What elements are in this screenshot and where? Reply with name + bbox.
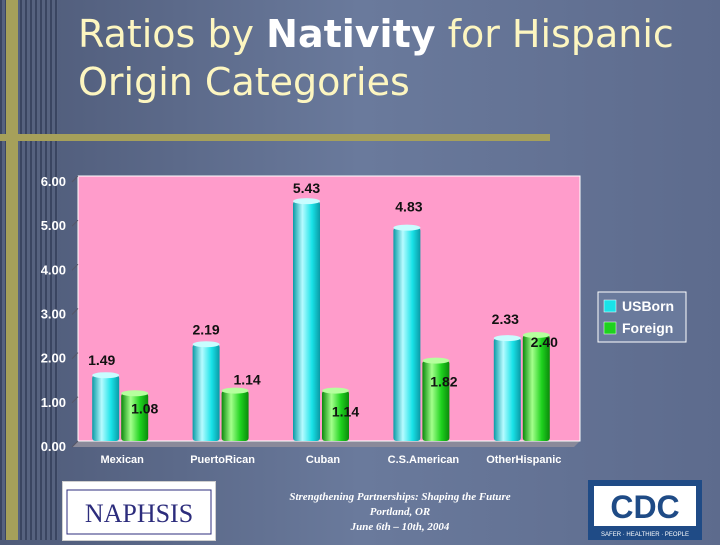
data-label-usborn: 2.19 <box>192 321 219 337</box>
title-bold: Nativity <box>266 12 436 56</box>
data-label-usborn: 2.33 <box>492 311 519 327</box>
footer-text: Strengthening Partnerships: Shaping the … <box>250 490 550 535</box>
cdc-logo-text: CDC <box>610 489 679 525</box>
data-label-foreign: 1.82 <box>430 374 457 390</box>
x-tick-label: OtherHispanic <box>486 454 561 466</box>
data-label-foreign: 2.40 <box>531 334 558 350</box>
x-tick-label: PuertoRican <box>190 454 255 466</box>
legend-label-foreign: Foreign <box>622 320 673 336</box>
bar-cap-usborn <box>92 372 120 379</box>
bar-foreign <box>522 335 550 441</box>
footer-line2: Portland, OR <box>369 506 431 518</box>
y-tick-label: 1.00 <box>41 395 66 410</box>
data-label-foreign: 1.14 <box>332 404 359 420</box>
y-tick-mark <box>71 352 79 360</box>
y-tick-mark <box>71 263 79 271</box>
y-tick-label: 5.00 <box>41 218 66 233</box>
y-tick-mark <box>71 175 79 183</box>
x-tick-label: C.S.American <box>388 454 460 466</box>
naphsis-logo-text: NAPHSIS <box>85 499 193 528</box>
y-tick-mark <box>71 396 79 404</box>
data-label-foreign: 1.08 <box>131 400 158 416</box>
bar-usborn <box>293 201 320 441</box>
x-tick-label: Mexican <box>100 454 144 466</box>
bar-usborn <box>393 227 421 441</box>
title-part2: for Hispanic Origin Categories <box>78 12 674 104</box>
data-label-usborn: 1.49 <box>88 352 115 368</box>
y-tick-mark <box>71 308 79 315</box>
bar-cap-foreign <box>221 387 249 394</box>
bar-cap-usborn <box>393 224 421 231</box>
bar-foreign <box>121 393 149 441</box>
legend-label-usborn: USBorn <box>622 298 674 314</box>
bar-cap-usborn <box>293 198 320 205</box>
legend-swatch-usborn <box>603 299 617 313</box>
title-part1: Ratios by <box>78 12 267 56</box>
footer-line1: Strengthening Partnerships: Shaping the … <box>289 491 511 503</box>
footer-line3: June 6th – 10th, 2004 <box>350 521 450 533</box>
x-tick-label: Cuban <box>306 454 341 466</box>
bar-chart: 0.00 1.00 2.00 3.00 4.00 5.00 6.00 Mexican Puert… <box>41 174 687 466</box>
bar-cap-usborn <box>192 341 220 348</box>
bar-usborn <box>493 338 521 441</box>
title-rule <box>0 134 550 141</box>
cdc-logo-tagline: SAFER · HEALTHIER · PEOPLE <box>601 532 689 538</box>
bar-cap-foreign <box>522 332 550 338</box>
y-tick-label: 0.00 <box>41 439 66 454</box>
bar-cap-foreign <box>422 357 450 364</box>
y-tick-mark <box>71 440 79 448</box>
y-tick-label: 6.00 <box>41 174 66 189</box>
bar-foreign <box>322 390 349 441</box>
data-label-usborn: 5.43 <box>293 180 320 196</box>
bar-cap-foreign <box>322 387 349 394</box>
data-label-usborn: 4.83 <box>395 199 422 215</box>
naphsis-logo: NAPHSIS <box>62 481 216 541</box>
cdc-logo: CDC SAFER · HEALTHIER · PEOPLE <box>588 480 702 540</box>
y-tick-label: 3.00 <box>41 307 66 322</box>
bar-foreign <box>221 390 249 441</box>
bar-cap-foreign <box>121 390 149 397</box>
data-label-foreign: 1.14 <box>233 372 260 388</box>
y-tick-label: 4.00 <box>41 262 66 277</box>
bar-cap-usborn <box>493 335 521 342</box>
bar-usborn <box>92 375 120 441</box>
legend-swatch-foreign <box>603 321 617 335</box>
y-tick-label: 2.00 <box>41 351 66 366</box>
slide-title: Ratios by Nativity for Hispanic Origin C… <box>78 10 718 106</box>
bar-usborn <box>192 344 220 441</box>
bar-foreign <box>422 360 450 441</box>
y-tick-mark <box>71 219 79 227</box>
chart-floor <box>72 441 580 447</box>
